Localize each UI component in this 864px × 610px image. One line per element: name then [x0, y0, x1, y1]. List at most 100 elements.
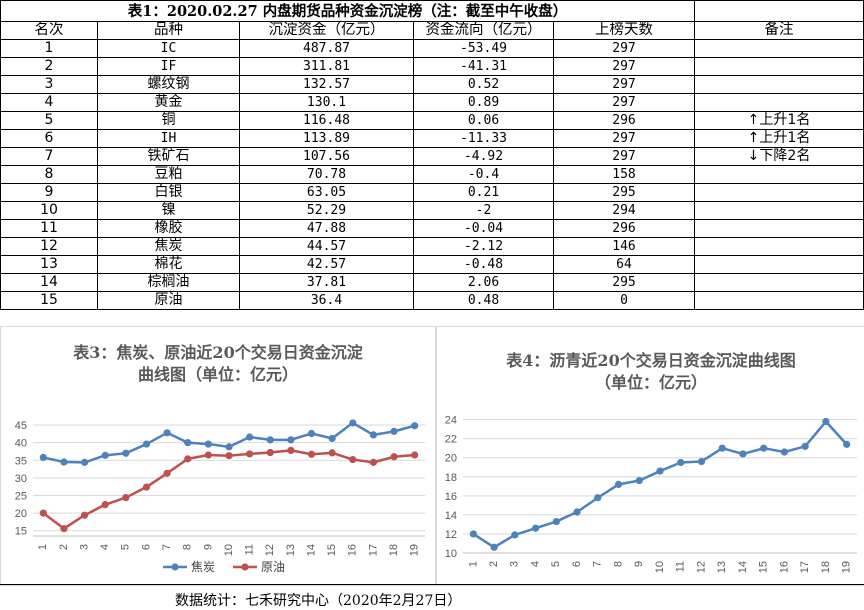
data-point: [390, 453, 398, 461]
data-point: [122, 494, 130, 502]
cell-flow: 0.89: [413, 93, 554, 112]
data-point: [801, 442, 809, 450]
y-tick-label: 45: [15, 420, 27, 432]
x-tick-label: 13: [716, 561, 728, 573]
x-tick-label: 11: [244, 544, 256, 555]
table-row: 14 棕榈油 37.81 2.06 295: [0, 273, 864, 292]
cell-note: [694, 165, 864, 184]
cell-rank: 15: [0, 291, 98, 310]
column-header: 名次: [0, 21, 98, 40]
data-point: [328, 434, 336, 443]
data-point: [246, 450, 254, 458]
footer: 数据统计：七禾研究中心（2020年2月27日）: [0, 584, 864, 610]
cell-days: 295: [553, 273, 695, 292]
data-point: [511, 531, 519, 539]
ranking-table-area: 表1：2020.02.27 内盘期货品种资金沉淀榜（注：截至中午收盘） 名次 品种…: [0, 0, 864, 310]
data-point: [101, 501, 109, 509]
table-row: 4 黄金 130.1 0.89 297: [0, 93, 864, 112]
cell-days: 0: [553, 291, 695, 310]
cell-capital: 37.81: [239, 273, 414, 292]
data-point: [287, 446, 295, 455]
x-tick-label: 16: [778, 561, 790, 573]
y-tick-label: 22: [445, 434, 457, 446]
legend-label: 原油: [261, 560, 285, 574]
footer-source: 数据统计：七禾研究中心（2020年2月27日）: [175, 593, 462, 609]
cell-rank: 1: [0, 39, 98, 58]
cell-capital: 130.1: [239, 93, 414, 112]
table-row: 15 原油 36.4 0.48 0: [0, 291, 864, 310]
data-point: [204, 451, 212, 459]
y-tick-label: 20: [15, 508, 27, 520]
cell-rank: 14: [0, 273, 98, 292]
cell-name: 原油: [97, 291, 240, 310]
ranking-table: 表1：2020.02.27 内盘期货品种资金沉淀榜（注：截至中午收盘） 名次 品种…: [0, 0, 864, 310]
cell-note: [694, 57, 864, 76]
cell-name: 铁矿石: [97, 147, 240, 166]
cell-capital: 70.78: [239, 165, 414, 184]
chart4-title-line2: （单位：亿元）: [594, 373, 707, 392]
table-row: 8 豆粕 70.78 -0.4 158: [0, 165, 864, 184]
data-point: [469, 530, 477, 538]
cell-days: 297: [553, 57, 695, 76]
table-row: 6 IH 113.89 -11.33 297 ↑上升1名: [0, 129, 864, 148]
data-point: [614, 480, 623, 489]
cell-rank: 3: [0, 75, 98, 94]
x-tick-label: 15: [326, 544, 338, 556]
x-tick-label: 3: [509, 561, 521, 567]
cell-capital: 113.89: [239, 129, 414, 148]
cell-note: [694, 273, 864, 292]
table-row: 2 IF 311.81 -41.31 297: [0, 57, 864, 76]
x-tick-label: 7: [161, 544, 173, 550]
cell-days: 158: [553, 165, 695, 184]
column-header: 备注: [694, 21, 864, 40]
data-point: [163, 469, 171, 477]
cell-rank: 2: [0, 57, 98, 76]
series-line: [42, 449, 415, 530]
y-tick-label: 16: [445, 491, 457, 503]
data-point: [142, 440, 151, 448]
y-tick-label: 24: [445, 415, 457, 427]
cell-days: 64: [553, 255, 695, 274]
note-text: 上升1名: [759, 112, 811, 129]
cell-flow: -0.48: [413, 255, 554, 274]
x-tick-label: 5: [120, 544, 132, 550]
chart3-title-line2: 曲线图（单位：亿元）: [137, 365, 298, 384]
table-row: 11 橡胶 47.88 -0.04 296: [0, 219, 864, 238]
cell-days: 296: [553, 111, 695, 130]
x-tick-label: 8: [612, 561, 624, 567]
table-row: 1 IC 487.87 -53.49 297: [0, 39, 864, 58]
data-point: [266, 436, 274, 444]
y-tick-label: 15: [15, 526, 27, 538]
data-point: [60, 525, 68, 533]
data-point: [225, 443, 233, 451]
note-text: 下降2名: [759, 148, 811, 165]
cell-note: ↓下降2名: [694, 147, 864, 166]
data-point: [411, 451, 419, 459]
x-tick-label: 12: [264, 544, 276, 556]
x-tick-label: 7: [592, 561, 604, 567]
x-tick-label: 12: [695, 561, 707, 573]
cell-capital: 132.57: [239, 75, 414, 94]
cell-name: 橡胶: [97, 219, 240, 238]
cell-name: 铜: [97, 111, 240, 130]
x-tick-label: 9: [202, 544, 214, 550]
legend-marker: [171, 563, 179, 571]
y-tick-label: 18: [445, 472, 457, 484]
cell-days: 297: [553, 75, 695, 94]
cell-note: ↑上升1名: [694, 129, 864, 148]
data-point: [39, 509, 47, 517]
cell-note: [694, 201, 864, 220]
x-tick-label: 14: [737, 561, 749, 573]
arrow-up-icon: ↑: [747, 112, 760, 129]
x-tick-label: 2: [58, 544, 70, 550]
data-point: [822, 417, 830, 426]
data-point: [390, 427, 398, 435]
cell-note: [694, 255, 864, 274]
cell-capital: 36.4: [239, 291, 414, 310]
column-header: 沉淀资金（亿元）: [239, 21, 414, 40]
data-point: [184, 439, 192, 447]
chart4-title-line1: 表4：沥青近20个交易日资金沉淀曲线图: [506, 351, 796, 370]
data-point: [266, 448, 274, 457]
cell-capital: 107.56: [239, 147, 414, 166]
